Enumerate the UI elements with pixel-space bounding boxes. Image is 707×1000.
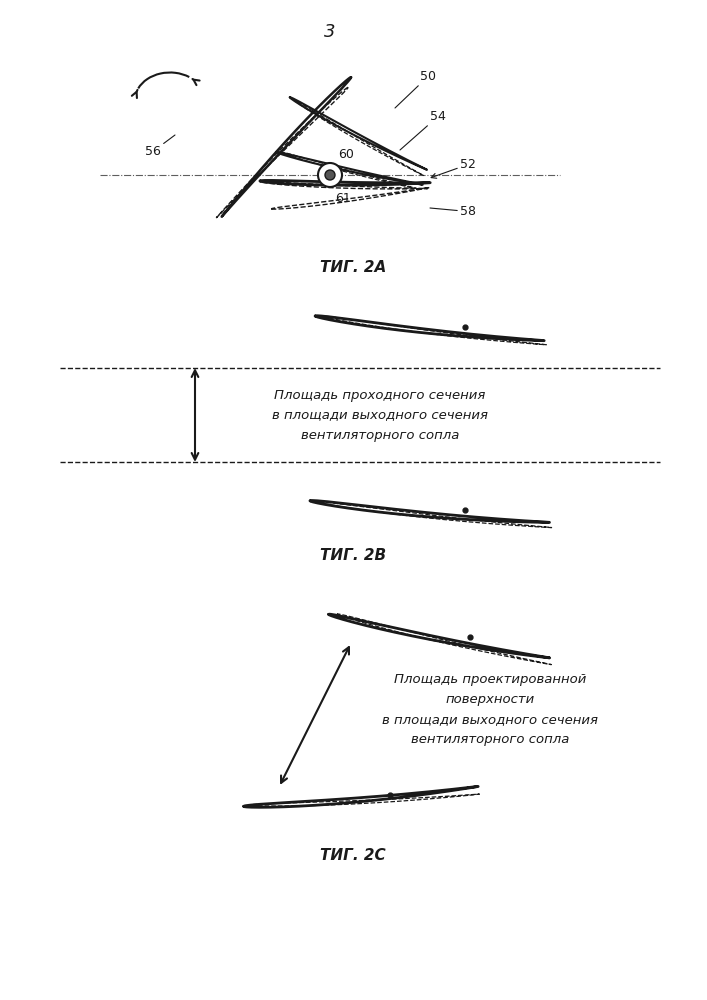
Text: 58: 58 [430, 205, 476, 218]
Text: Площадь проектированной
поверхности
в площади выходного сечения
вентиляторного с: Площадь проектированной поверхности в пл… [382, 674, 598, 746]
Text: 3: 3 [325, 23, 336, 41]
Text: ΤИГ. 2B: ΤИГ. 2B [320, 548, 386, 562]
Text: 60: 60 [338, 148, 354, 161]
Text: ΤИГ. 2C: ΤИГ. 2C [320, 848, 386, 862]
Text: 54: 54 [400, 110, 446, 150]
Text: 50: 50 [395, 70, 436, 108]
Text: 56: 56 [145, 135, 175, 158]
Circle shape [318, 163, 342, 187]
Circle shape [325, 170, 335, 180]
Text: 52: 52 [431, 158, 476, 178]
Text: ΤИГ. 2A: ΤИГ. 2A [320, 260, 386, 275]
Text: 61: 61 [335, 192, 351, 205]
Text: Площадь проходного сечения
в площади выходного сечения
вентиляторного сопла: Площадь проходного сечения в площади вых… [272, 388, 488, 442]
